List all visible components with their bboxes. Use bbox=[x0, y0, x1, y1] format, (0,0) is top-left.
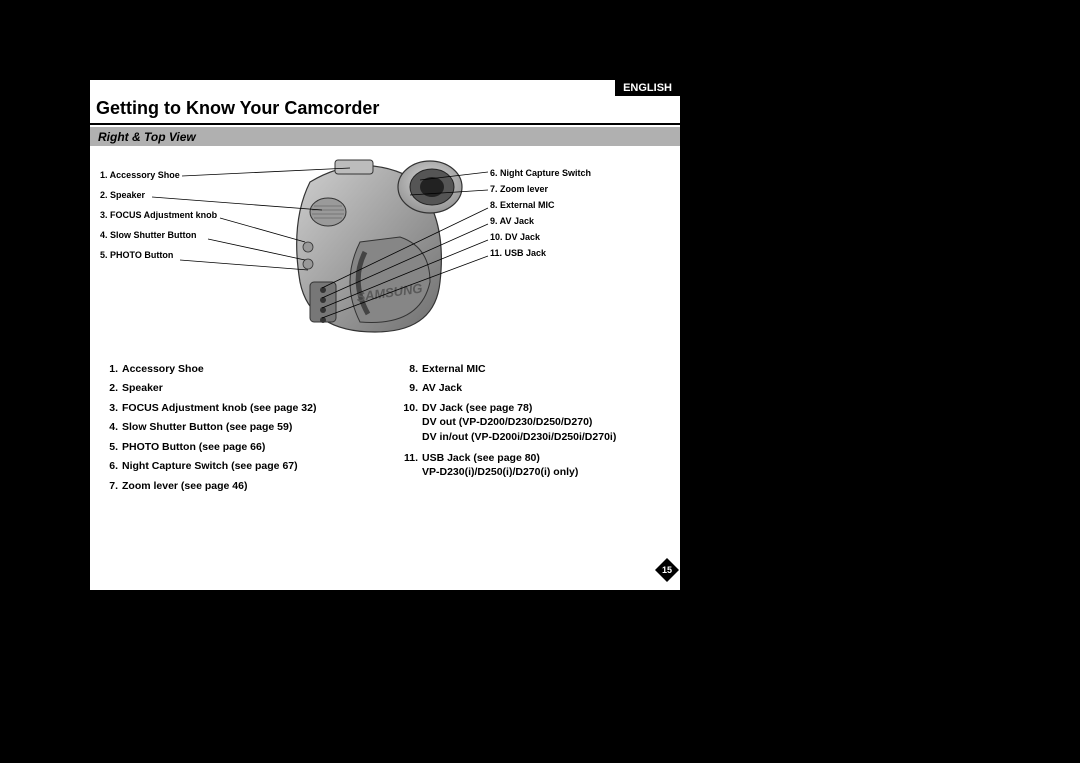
list-item: 8.External MIC bbox=[400, 360, 670, 379]
parts-list-right: 8.External MIC9.AV Jack10.DV Jack (see p… bbox=[400, 360, 670, 496]
list-item-number: 4. bbox=[100, 418, 122, 437]
title-rule bbox=[90, 123, 680, 125]
list-item: 5.PHOTO Button (see page 66) bbox=[100, 438, 400, 457]
list-item-number: 5. bbox=[100, 438, 122, 457]
list-item: 4.Slow Shutter Button (see page 59) bbox=[100, 418, 400, 437]
list-item-subtext: DV in/out (VP-D200i/D230i/D250i/D270i) bbox=[400, 430, 670, 444]
list-item: 9.AV Jack bbox=[400, 379, 670, 398]
list-item-text: Speaker bbox=[122, 379, 400, 398]
list-item: 3.FOCUS Adjustment knob (see page 32) bbox=[100, 399, 400, 418]
language-badge: ENGLISH bbox=[615, 80, 680, 96]
list-item-number: 10. bbox=[400, 399, 422, 418]
manual-page: ENGLISH Getting to Know Your Camcorder R… bbox=[90, 80, 680, 590]
subtitle-bar: Right & Top View bbox=[90, 127, 680, 146]
callout-label: 2. Speaker bbox=[100, 190, 217, 200]
list-item-number: 9. bbox=[400, 379, 422, 398]
list-item: 2.Speaker bbox=[100, 379, 400, 398]
callout-label: 3. FOCUS Adjustment knob bbox=[100, 210, 217, 220]
callout-label: 8. External MIC bbox=[490, 200, 591, 210]
callout-label: 1. Accessory Shoe bbox=[100, 170, 217, 180]
list-item-number: 8. bbox=[400, 360, 422, 379]
callout-label: 10. DV Jack bbox=[490, 232, 591, 242]
list-item-text: AV Jack bbox=[422, 379, 670, 398]
list-item: 6.Night Capture Switch (see page 67) bbox=[100, 457, 400, 476]
page-number: 15 bbox=[655, 558, 679, 582]
list-item-text: External MIC bbox=[422, 360, 670, 379]
callout-label: 11. USB Jack bbox=[490, 248, 591, 258]
list-item-text: Accessory Shoe bbox=[122, 360, 400, 379]
parts-list: 1.Accessory Shoe2.Speaker3.FOCUS Adjustm… bbox=[100, 360, 670, 496]
list-item-number: 3. bbox=[100, 399, 122, 418]
list-item-number: 1. bbox=[100, 360, 122, 379]
list-item-number: 11. bbox=[400, 449, 422, 468]
list-item-number: 2. bbox=[100, 379, 122, 398]
page-number-badge: 15 bbox=[655, 558, 679, 582]
list-item-text: PHOTO Button (see page 66) bbox=[122, 438, 400, 457]
diagram-labels-right: 6. Night Capture Switch 7. Zoom lever 8. E… bbox=[490, 168, 591, 264]
list-item-text: FOCUS Adjustment knob (see page 32) bbox=[122, 399, 400, 418]
callout-label: 6. Night Capture Switch bbox=[490, 168, 591, 178]
parts-list-left: 1.Accessory Shoe2.Speaker3.FOCUS Adjustm… bbox=[100, 360, 400, 496]
callout-label: 4. Slow Shutter Button bbox=[100, 230, 217, 240]
diagram-area: SAMSUNG bbox=[90, 150, 680, 345]
callout-label: 5. PHOTO Button bbox=[100, 250, 217, 260]
callout-label: 9. AV Jack bbox=[490, 216, 591, 226]
list-item: 7.Zoom lever (see page 46) bbox=[100, 477, 400, 496]
list-item-number: 6. bbox=[100, 457, 122, 476]
callout-label: 7. Zoom lever bbox=[490, 184, 591, 194]
list-item-text: Night Capture Switch (see page 67) bbox=[122, 457, 400, 476]
list-item-text: Slow Shutter Button (see page 59) bbox=[122, 418, 400, 437]
page-title: Getting to Know Your Camcorder bbox=[96, 98, 379, 119]
list-item: 1.Accessory Shoe bbox=[100, 360, 400, 379]
subtitle-text: Right & Top View bbox=[90, 130, 196, 144]
list-item-number: 7. bbox=[100, 477, 122, 496]
list-item-text: Zoom lever (see page 46) bbox=[122, 477, 400, 496]
diagram-labels-left: 1. Accessory Shoe 2. Speaker 3. FOCUS Adju… bbox=[100, 170, 217, 270]
